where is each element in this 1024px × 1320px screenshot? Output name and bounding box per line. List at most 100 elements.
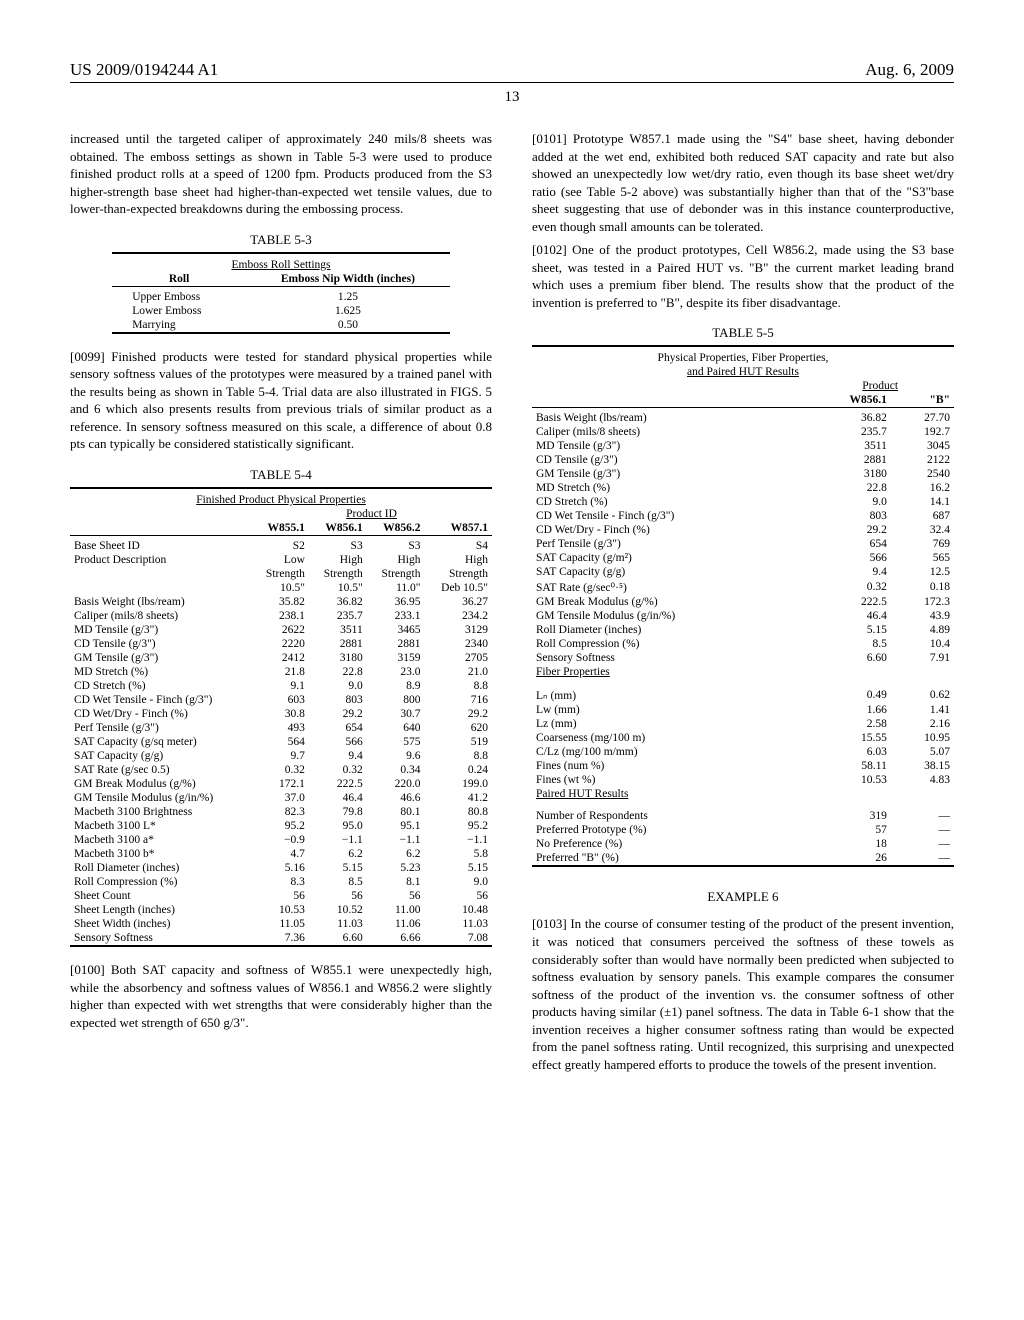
para-0100-text: Both SAT capacity and softness of W855.1…	[70, 962, 492, 1030]
table-row: Caliper (mils/8 sheets)235.7192.7	[532, 425, 954, 439]
table-row: GM Tensile Modulus (g/in/%)46.443.9	[532, 609, 954, 623]
para-0100-num: [0100]	[70, 962, 105, 977]
table-row: C/Lz (mg/100 m/mm)6.035.07	[532, 745, 954, 759]
table-row: Sensory Softness7.366.606.667.08	[70, 931, 492, 946]
example-6-heading: EXAMPLE 6	[532, 889, 954, 905]
table-row: CD Wet Tensile - Finch (g/3")60380380071…	[70, 693, 492, 707]
table-row: Macbeth 3100 a*−0.9−1.1−1.1−1.1	[70, 833, 492, 847]
table-row: CD Stretch (%)9.014.1	[532, 495, 954, 509]
table-row: CD Wet Tensile - Finch (g/3")803687	[532, 509, 954, 523]
table-row: SAT Rate (g/sec 0.5)0.320.320.340.24	[70, 763, 492, 777]
para-0103: [0103] In the course of consumer testing…	[532, 915, 954, 1073]
table-row: Sheet Length (inches)10.5310.5211.0010.4…	[70, 903, 492, 917]
table-row: No Preference (%)18—	[532, 837, 954, 851]
para-0102-num: [0102]	[532, 242, 567, 257]
publication-date: Aug. 6, 2009	[865, 60, 954, 80]
table-row: CD Wet/Dry - Finch (%)29.232.4	[532, 523, 954, 537]
t55-sub2: and Paired HUT Results	[687, 366, 799, 378]
table-row: Perf Tensile (g/3")493654640620	[70, 721, 492, 735]
table-row: Preferred Prototype (%)57—	[532, 823, 954, 837]
table-row: Roll Compression (%)8.510.4	[532, 637, 954, 651]
table-row: SAT Capacity (g/sq meter)564566575519	[70, 735, 492, 749]
table-row: CD Stretch (%)9.19.08.98.8	[70, 679, 492, 693]
table-row: GM Break Modulus (g/%)222.5172.3	[532, 595, 954, 609]
para-0099-num: [0099]	[70, 349, 105, 364]
table-5-5-caption: TABLE 5-5	[532, 325, 954, 341]
table-row: Roll Diameter (inches)5.154.89	[532, 623, 954, 637]
t55-product: Product	[862, 380, 898, 392]
t55-sub1: Physical Properties, Fiber Properties,	[532, 351, 954, 365]
t54-h1: W855.1	[251, 521, 309, 536]
t55-fiber-label: Fiber Properties	[536, 666, 610, 678]
table-5-3-caption: TABLE 5-3	[70, 232, 492, 248]
table-row: Upper Emboss1.25	[112, 290, 450, 304]
para-0102-text: One of the product prototypes, Cell W856…	[532, 242, 954, 310]
para-0100: [0100] Both SAT capacity and softness of…	[70, 961, 492, 1031]
table-row: Roll Compression (%)8.38.58.19.0	[70, 875, 492, 889]
t55-h2: "B"	[891, 393, 954, 408]
table-row: Preferred "B" (%)26—	[532, 851, 954, 866]
t53-subtitle: Emboss Roll Settings	[231, 259, 330, 271]
t54-product-id: Product ID	[346, 508, 397, 520]
table-5-5: Physical Properties, Fiber Properties, a…	[532, 345, 954, 871]
table-row: Lw (mm)1.661.41	[532, 703, 954, 717]
table-row: GM Tensile (g/3")31802540	[532, 467, 954, 481]
table-row: 10.5"10.5"11.0"Deb 10.5"	[70, 581, 492, 595]
table-row: GM Tensile Modulus (g/in/%)37.046.446.64…	[70, 791, 492, 805]
t54-h2: W856.1	[309, 521, 367, 536]
table-row: StrengthStrengthStrengthStrength	[70, 567, 492, 581]
table-row: MD Tensile (g/3")2622351134653129	[70, 623, 492, 637]
table-row: CD Wet/Dry - Finch (%)30.829.230.729.2	[70, 707, 492, 721]
table-row: CD Tensile (g/3")2220288128812340	[70, 637, 492, 651]
t54-h3: W856.2	[367, 521, 425, 536]
continuation-para: increased until the targeted caliper of …	[70, 130, 492, 218]
para-0101-text: Prototype W857.1 made using the "S4" bas…	[532, 131, 954, 234]
table-row: Base Sheet IDS2S3S3S4	[70, 539, 492, 553]
table-row: Macbeth 3100 L*95.295.095.195.2	[70, 819, 492, 833]
table-row: Sheet Width (inches)11.0511.0311.0611.03	[70, 917, 492, 931]
para-0101: [0101] Prototype W857.1 made using the "…	[532, 130, 954, 235]
para-0101-num: [0101]	[532, 131, 567, 146]
table-row: GM Break Modulus (g/%)172.1222.5220.0199…	[70, 777, 492, 791]
t55-h1: W856.1	[806, 393, 891, 408]
left-column: increased until the targeted caliper of …	[70, 130, 492, 1079]
table-row: Lₙ (mm)0.490.62	[532, 687, 954, 703]
table-row: Sheet Count56565656	[70, 889, 492, 903]
t53-h1: Emboss Nip Width (inches)	[246, 272, 450, 287]
table-5-4-caption: TABLE 5-4	[70, 467, 492, 483]
publication-number: US 2009/0194244 A1	[70, 60, 218, 80]
table-row: SAT Capacity (g/g)9.412.5	[532, 565, 954, 579]
table-row: Sensory Softness6.607.91	[532, 651, 954, 665]
table-row: Macbeth 3100 b*4.76.26.25.8	[70, 847, 492, 861]
table-row: Basis Weight (lbs/ream)36.8227.70	[532, 411, 954, 425]
para-0099-text: Finished products were tested for standa…	[70, 349, 492, 452]
table-row: Marrying0.50	[112, 318, 450, 333]
table-row: Macbeth 3100 Brightness82.379.880.180.8	[70, 805, 492, 819]
table-row: MD Tensile (g/3")35113045	[532, 439, 954, 453]
table-row: Number of Respondents319—	[532, 809, 954, 823]
table-row: Basis Weight (lbs/ream)35.8236.8236.9536…	[70, 595, 492, 609]
table-5-3: Emboss Roll Settings Roll Emboss Nip Wid…	[112, 252, 450, 338]
table-row: Caliper (mils/8 sheets)238.1235.7233.123…	[70, 609, 492, 623]
t53-h0: Roll	[112, 272, 246, 287]
t54-subtitle: Finished Product Physical Properties	[196, 494, 366, 506]
table-row: Fines (num %)58.1138.15	[532, 759, 954, 773]
table-row: MD Stretch (%)21.822.823.021.0	[70, 665, 492, 679]
table-row: Lower Emboss1.625	[112, 304, 450, 318]
table-row: SAT Capacity (g/m²)566565	[532, 551, 954, 565]
table-row: Lz (mm)2.582.16	[532, 717, 954, 731]
table-row: SAT Capacity (g/g)9.79.49.68.8	[70, 749, 492, 763]
table-row: Fines (wt %)10.534.83	[532, 773, 954, 787]
para-0103-text: In the course of consumer testing of the…	[532, 916, 954, 1071]
page-header: US 2009/0194244 A1 Aug. 6, 2009	[70, 60, 954, 83]
table-row: MD Stretch (%)22.816.2	[532, 481, 954, 495]
table-row: Coarseness (mg/100 m)15.5510.95	[532, 731, 954, 745]
patent-page: US 2009/0194244 A1 Aug. 6, 2009 13 incre…	[0, 0, 1024, 1320]
para-0103-num: [0103]	[532, 916, 567, 931]
page-number: 13	[70, 89, 954, 106]
table-5-4: Finished Product Physical Properties Pro…	[70, 487, 492, 951]
right-column: [0101] Prototype W857.1 made using the "…	[532, 130, 954, 1079]
two-column-layout: increased until the targeted caliper of …	[70, 130, 954, 1079]
table-row: Perf Tensile (g/3")654769	[532, 537, 954, 551]
table-row: SAT Rate (g/sec⁰·⁵)0.320.18	[532, 579, 954, 595]
